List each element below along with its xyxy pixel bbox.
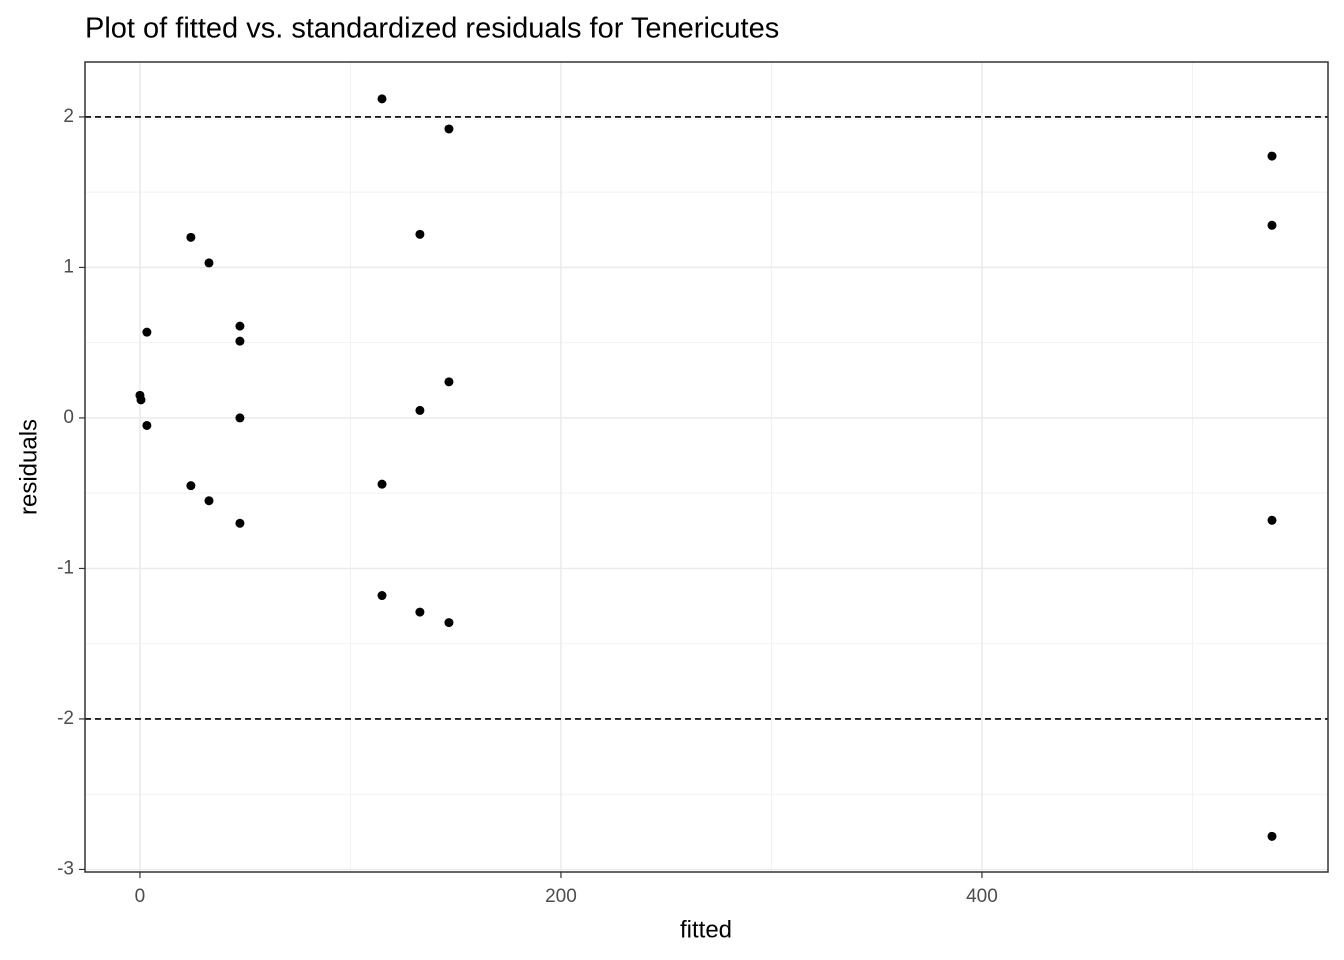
panel-border	[84, 61, 1329, 873]
point	[142, 420, 152, 430]
point	[186, 232, 196, 242]
point	[142, 327, 152, 337]
point	[235, 518, 245, 528]
x-tick-label: 0	[135, 886, 146, 907]
point	[377, 591, 387, 601]
y-tick-label: 2	[63, 106, 74, 127]
y-tick-label: 1	[63, 256, 74, 277]
x-tick-label: 200	[545, 886, 577, 907]
point	[204, 258, 214, 268]
point	[1267, 831, 1277, 841]
point	[1267, 151, 1277, 161]
x-tick-label: 400	[966, 886, 998, 907]
y-tick-label: 0	[63, 407, 74, 428]
point	[235, 413, 245, 423]
point	[1267, 515, 1277, 525]
point	[415, 607, 425, 617]
point	[444, 124, 454, 134]
point	[1267, 220, 1277, 230]
x-axis-label: fitted	[680, 916, 732, 943]
point	[204, 496, 214, 506]
point	[415, 405, 425, 415]
point	[235, 321, 245, 331]
point	[235, 336, 245, 346]
point	[136, 395, 146, 405]
point	[444, 377, 454, 387]
chart-title: Plot of fitted vs. standardized residual…	[85, 13, 779, 45]
y-axis-label: residuals	[15, 419, 42, 515]
y-tick-label: -2	[57, 708, 74, 729]
y-tick-label: -1	[57, 557, 74, 578]
point	[415, 229, 425, 239]
point	[444, 618, 454, 628]
point	[377, 479, 387, 489]
y-tick-label: -3	[57, 858, 74, 879]
point	[186, 481, 196, 491]
point	[377, 94, 387, 104]
